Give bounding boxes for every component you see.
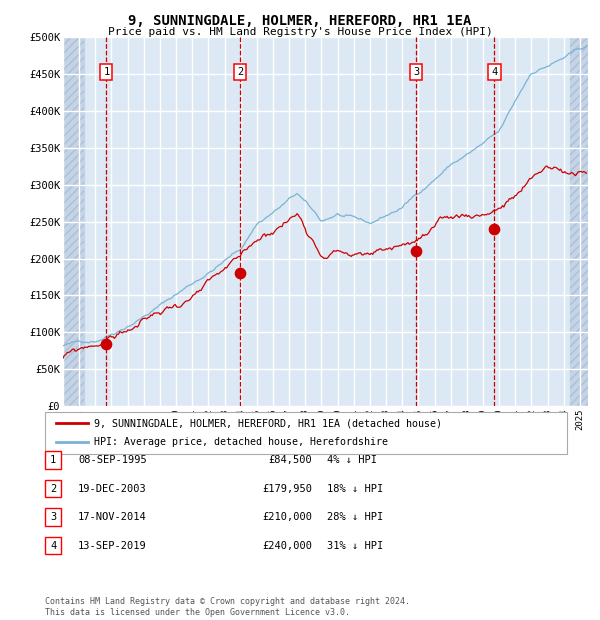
Text: 08-SEP-1995: 08-SEP-1995 <box>78 455 147 465</box>
Point <box>235 268 245 278</box>
Text: Price paid vs. HM Land Registry's House Price Index (HPI): Price paid vs. HM Land Registry's House … <box>107 27 493 37</box>
Point <box>412 246 421 256</box>
Text: 13-SEP-2019: 13-SEP-2019 <box>78 541 147 551</box>
Text: £210,000: £210,000 <box>262 512 312 522</box>
Text: 1: 1 <box>50 455 56 465</box>
Text: 9, SUNNINGDALE, HOLMER, HEREFORD, HR1 1EA: 9, SUNNINGDALE, HOLMER, HEREFORD, HR1 1E… <box>128 14 472 28</box>
Text: 3: 3 <box>50 512 56 522</box>
Text: 19-DEC-2003: 19-DEC-2003 <box>78 484 147 494</box>
Text: 4% ↓ HPI: 4% ↓ HPI <box>327 455 377 465</box>
Text: 1: 1 <box>103 67 110 78</box>
Bar <box>570 37 588 406</box>
Text: 4: 4 <box>50 541 56 551</box>
Text: 4: 4 <box>491 67 497 78</box>
Text: 17-NOV-2014: 17-NOV-2014 <box>78 512 147 522</box>
Text: £84,500: £84,500 <box>268 455 312 465</box>
Text: 28% ↓ HPI: 28% ↓ HPI <box>327 512 383 522</box>
Bar <box>63 37 84 406</box>
Text: 2: 2 <box>237 67 244 78</box>
Text: HPI: Average price, detached house, Herefordshire: HPI: Average price, detached house, Here… <box>94 438 388 448</box>
Bar <box>570 37 588 406</box>
Text: 18% ↓ HPI: 18% ↓ HPI <box>327 484 383 494</box>
Text: £240,000: £240,000 <box>262 541 312 551</box>
Point <box>101 339 111 348</box>
Text: 2: 2 <box>50 484 56 494</box>
Text: 9, SUNNINGDALE, HOLMER, HEREFORD, HR1 1EA (detached house): 9, SUNNINGDALE, HOLMER, HEREFORD, HR1 1E… <box>94 418 442 428</box>
Text: 3: 3 <box>413 67 419 78</box>
Point <box>490 224 499 234</box>
Text: £179,950: £179,950 <box>262 484 312 494</box>
Text: Contains HM Land Registry data © Crown copyright and database right 2024.
This d: Contains HM Land Registry data © Crown c… <box>45 598 410 617</box>
Text: 31% ↓ HPI: 31% ↓ HPI <box>327 541 383 551</box>
Bar <box>63 37 84 406</box>
